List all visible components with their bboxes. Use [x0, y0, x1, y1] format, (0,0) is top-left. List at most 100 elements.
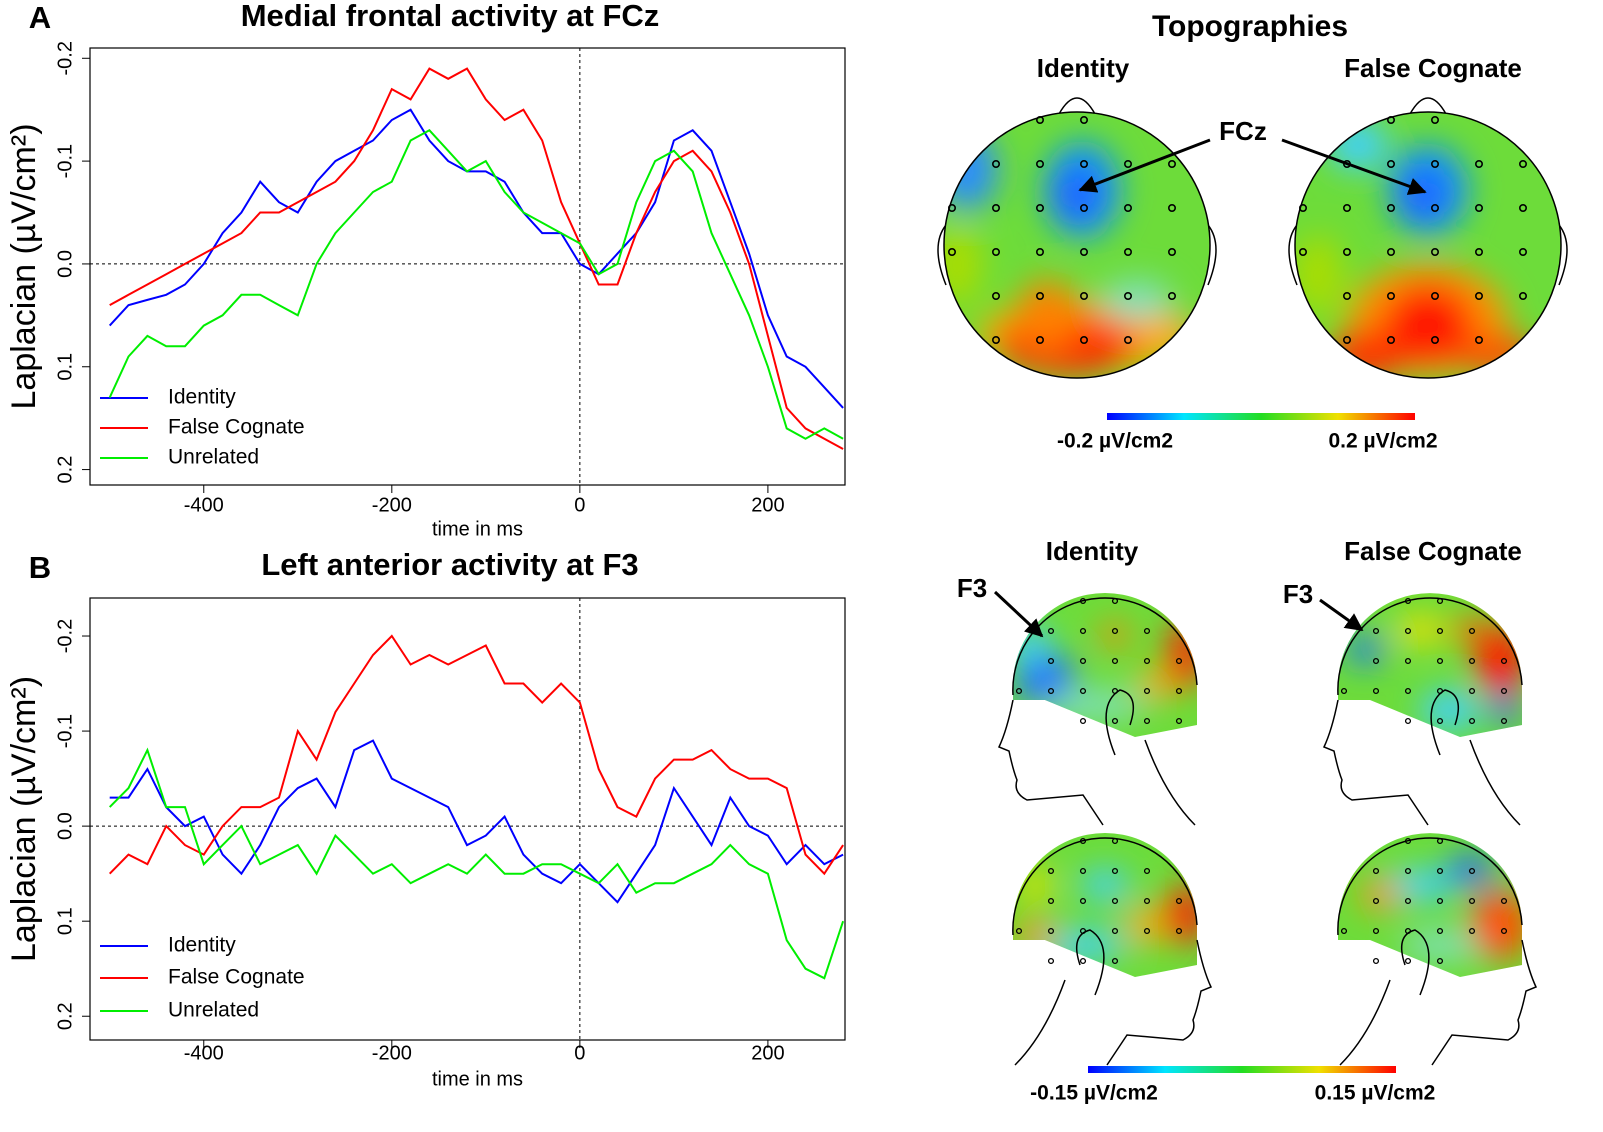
blob: [1328, 120, 1388, 170]
electrode: [1168, 248, 1177, 257]
electrode: [1475, 160, 1484, 169]
electrode: [1500, 717, 1508, 725]
electrode: [1080, 291, 1089, 300]
electrode: [1111, 837, 1119, 845]
electrode: [1404, 687, 1412, 695]
electrode: [991, 291, 1000, 300]
blob: [1080, 870, 1130, 900]
plot-frame: [89, 47, 846, 486]
electrode: [1500, 687, 1508, 695]
blob: [1137, 670, 1173, 700]
topo-title: Topographies: [1152, 10, 1348, 43]
electrode: [1404, 717, 1412, 725]
electrode: [1143, 657, 1151, 665]
electrode: [1436, 687, 1444, 695]
blobs: [1360, 855, 1522, 960]
electrode: [1036, 248, 1045, 257]
y-tick-label: -0.1: [54, 144, 76, 178]
face-outline: [1431, 939, 1538, 1066]
neck: [1014, 979, 1066, 1066]
ear: [1430, 689, 1460, 756]
colorbar-label: 0.15 µV/cm2: [1315, 1082, 1436, 1105]
blob: [1295, 235, 1343, 315]
scalp-outline: [1337, 597, 1523, 696]
electrode: [1343, 204, 1352, 213]
blob: [1017, 280, 1077, 350]
y-axis-label: Laplacian (µV/cm²): [5, 676, 43, 962]
ear: [1558, 224, 1568, 286]
scalp-map: [944, 112, 1210, 378]
electrode: [1468, 627, 1476, 635]
electrode: [1124, 204, 1133, 213]
colorbar-label: -0.15 µV/cm2: [1030, 1082, 1158, 1105]
electrode: [1047, 687, 1055, 695]
electrode: [1436, 627, 1444, 635]
x-tick-label: 0: [574, 494, 585, 516]
series-line: [108, 129, 844, 440]
electrode: [1168, 160, 1177, 169]
face-outline: [1322, 699, 1429, 826]
legend-label: False Cognate: [168, 966, 305, 989]
electrode: [1404, 897, 1412, 905]
y-tick-label: 0.1: [54, 353, 76, 381]
electrode: [991, 204, 1000, 213]
condition-label: False Cognate: [1344, 53, 1522, 83]
electrode: [1080, 204, 1089, 213]
electrode: [1387, 160, 1396, 169]
electrode: [1372, 867, 1380, 875]
y-tick-label: 0.2: [54, 456, 76, 484]
arrow: [1319, 598, 1364, 632]
electrode: [1175, 717, 1183, 725]
scalp-outline: [1012, 837, 1198, 936]
electrode-label: F3: [957, 573, 987, 603]
electrode: [1387, 248, 1396, 257]
blob: [1100, 623, 1130, 647]
electrode: [1387, 116, 1396, 125]
electrode: [1468, 867, 1476, 875]
blob: [1395, 615, 1445, 645]
electrode-label: F3: [1283, 579, 1313, 609]
face-outline: [997, 699, 1104, 826]
x-tick-label: -400: [184, 494, 224, 516]
electrode: [1143, 927, 1151, 935]
y-tick-label: -0.2: [54, 619, 76, 653]
blob: [1490, 695, 1520, 725]
x-tick-label: -200: [372, 494, 412, 516]
electrode: [1475, 335, 1484, 344]
blob: [1400, 930, 1480, 960]
neck: [1144, 739, 1196, 826]
electrode: [1143, 867, 1151, 875]
scalp-map: [1013, 833, 1197, 977]
electrode: [1387, 291, 1396, 300]
electrode: [1475, 291, 1484, 300]
ear: [1288, 224, 1298, 286]
electrode: [1047, 957, 1055, 965]
electrode: [1015, 927, 1023, 935]
electrode: [1372, 957, 1380, 965]
arrow: [1078, 138, 1211, 193]
blob: [1167, 620, 1197, 690]
arrow: [993, 590, 1044, 638]
blob: [1347, 635, 1383, 665]
electrode: [1080, 335, 1089, 344]
electrode: [1436, 957, 1444, 965]
electrode: [1436, 597, 1444, 605]
electrode: [1475, 248, 1484, 257]
electrode: [1431, 291, 1440, 300]
electrode: [1080, 248, 1089, 257]
series-line: [109, 67, 844, 450]
electrode: [1340, 927, 1348, 935]
electrode: [1404, 927, 1412, 935]
electrode: [1343, 335, 1352, 344]
electrode: [991, 160, 1000, 169]
electrode: [1168, 204, 1177, 213]
plot-frame: [89, 597, 846, 1041]
ear: [1105, 689, 1135, 756]
electrode: [1175, 687, 1183, 695]
electrode: [1175, 657, 1183, 665]
x-tick-label: -400: [184, 1042, 224, 1064]
electrode: [1124, 160, 1133, 169]
electrode: [1079, 657, 1087, 665]
electrode: [1079, 627, 1087, 635]
electrode: [1079, 717, 1087, 725]
